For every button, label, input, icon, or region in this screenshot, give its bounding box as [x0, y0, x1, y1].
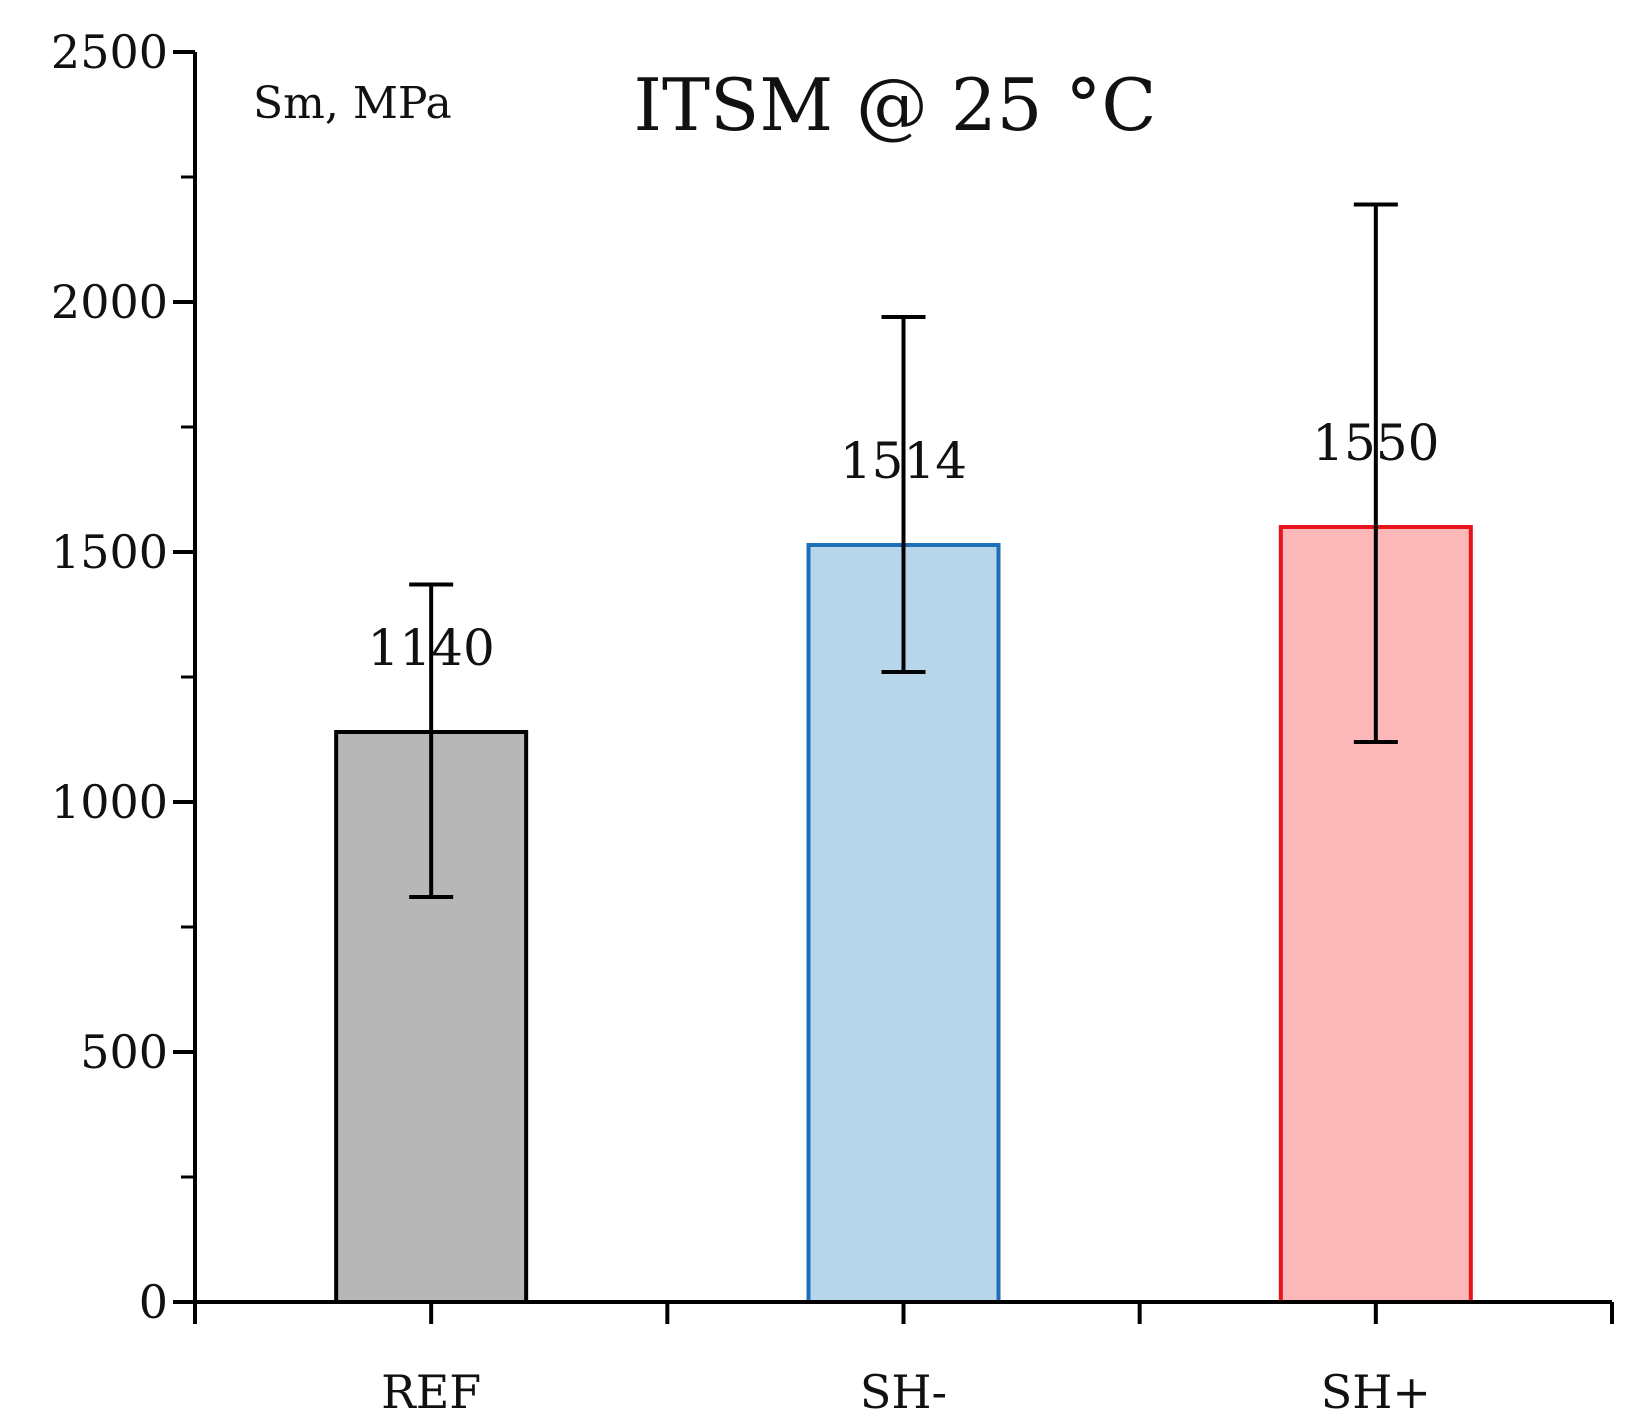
y-tick-label: 1500 [51, 525, 168, 579]
x-tick-label: SH- [860, 1365, 947, 1419]
y-unit-label: Sm, MPa [253, 78, 452, 129]
x-tick-label: SH+ [1321, 1365, 1431, 1419]
y-tick-label: 2000 [51, 275, 168, 329]
x-tick-label: REF [381, 1365, 481, 1419]
y-tick-label: 1000 [51, 775, 168, 829]
y-tick-label: 500 [80, 1025, 168, 1079]
chart-title: ITSM @ 25 °C [634, 63, 1157, 147]
y-tick-label: 0 [139, 1275, 168, 1329]
y-tick-label: 2500 [51, 25, 168, 79]
